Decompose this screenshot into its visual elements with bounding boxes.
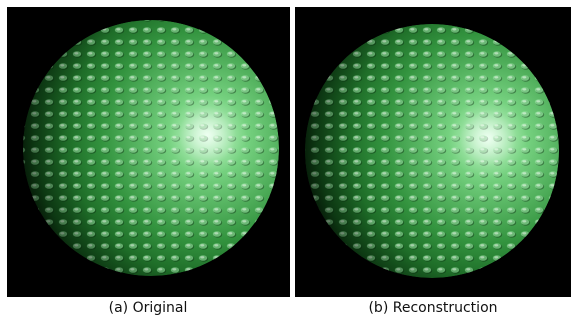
caption: (a) Original <box>109 300 188 316</box>
caption: (b) Reconstruction <box>368 300 497 316</box>
figure: (a) Original (b) Reconstruction <box>0 0 577 320</box>
